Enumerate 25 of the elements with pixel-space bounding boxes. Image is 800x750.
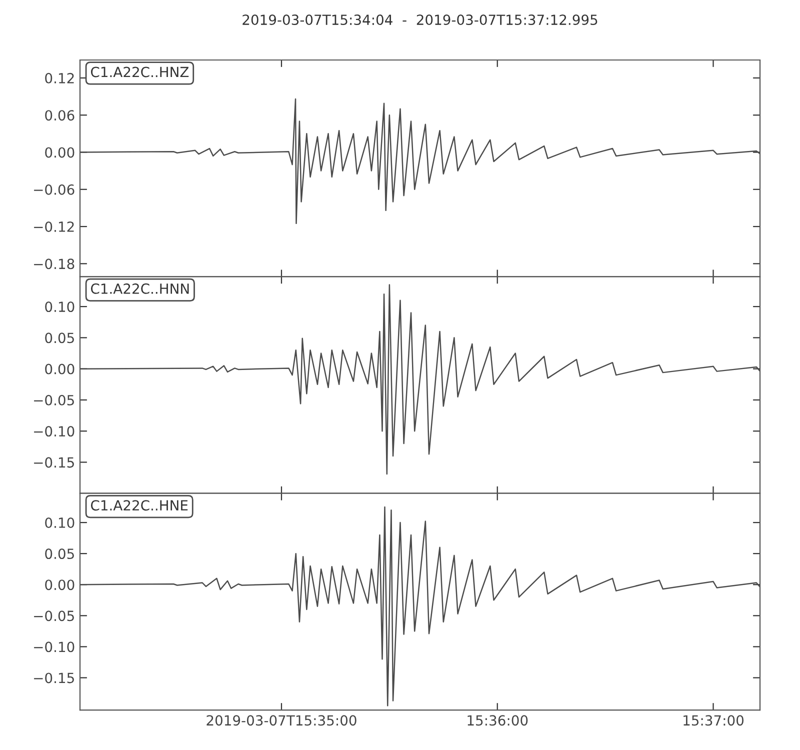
y-tick-label: 0.10 <box>45 518 74 528</box>
x-tick-label: 2019-03-07T15:35:00 <box>206 715 356 726</box>
y-tick-label: 0.00 <box>45 147 74 158</box>
y-tick-label: −0.05 <box>34 610 74 622</box>
y-tick-label: 0.10 <box>45 302 74 312</box>
y-tick-label: −0.05 <box>34 394 74 406</box>
y-tick-label: 0.05 <box>45 548 74 560</box>
y-tick-label: 0.00 <box>45 364 74 374</box>
y-tick-label: 0.00 <box>45 580 74 590</box>
y-tick-label: −0.06 <box>34 184 74 195</box>
y-tick-label: 0.06 <box>45 110 74 121</box>
text: C1.A22C..HNE <box>90 500 188 511</box>
y-tick-label: −0.10 <box>34 426 74 437</box>
y-tick-label: 0.12 <box>45 72 74 84</box>
y-tick-label: −0.10 <box>34 642 74 652</box>
x-tick-label: 15:37:00 <box>684 715 744 726</box>
y-tick-label: −0.15 <box>34 457 74 468</box>
x-tick-label: 15:36:00 <box>468 715 528 726</box>
text: C1.A22C..HNN <box>90 283 189 294</box>
text: C1.A22C..HNZ <box>90 66 189 78</box>
y-tick-label: 0.05 <box>45 332 74 344</box>
y-tick-label: −0.18 <box>34 258 74 270</box>
y-tick-label: −0.12 <box>34 222 74 232</box>
y-tick-label: −0.15 <box>34 672 74 684</box>
chart-title: 2019-03-07T15:34:04 - 2019-03-07T15:37:12.995 <box>242 14 598 26</box>
